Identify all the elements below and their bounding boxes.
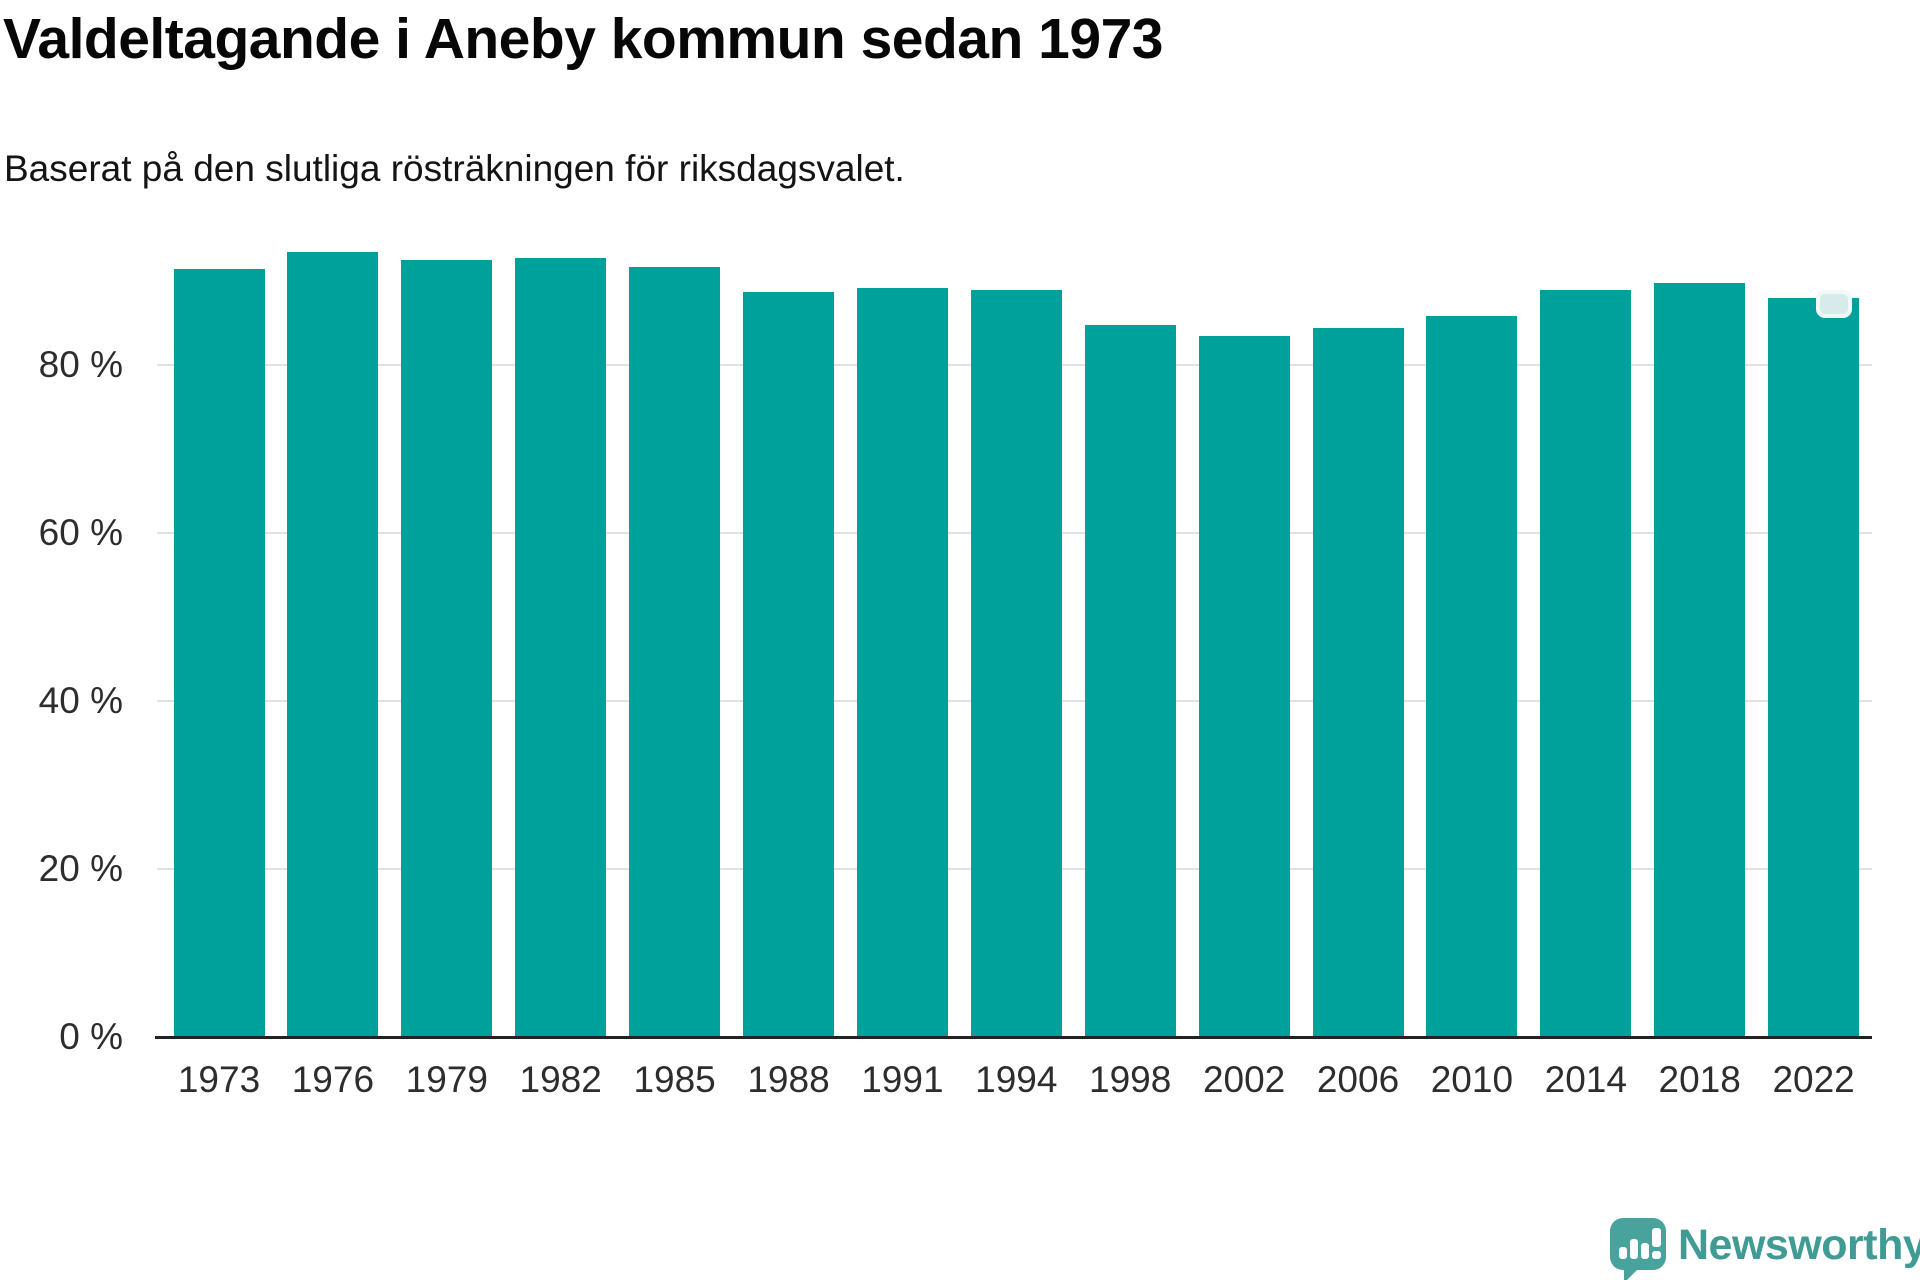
logo-bar-icon: [1619, 1247, 1627, 1259]
logo-exclamation-dot-icon: [1652, 1251, 1661, 1259]
y-tick-label-40: 40 %: [38, 680, 123, 721]
x-tick-label-1994: 1994: [975, 1059, 1058, 1100]
x-axis-line: [155, 1036, 1872, 1039]
y-tick-label-60: 60 %: [38, 512, 123, 553]
bar-1991: [856, 287, 948, 1037]
logo-exclamation-icon: [1652, 1228, 1661, 1247]
y-tick-label-20: 20 %: [38, 848, 123, 889]
bar-1998: [1084, 324, 1176, 1037]
x-tick-label-1973: 1973: [177, 1059, 261, 1100]
bar-chart-plot-area: [157, 197, 1872, 1037]
bar-2006: [1312, 328, 1404, 1037]
x-tick-label-1976: 1976: [291, 1059, 375, 1100]
newsworthy-logo-icon: [1610, 1218, 1666, 1280]
x-tick-label-2006: 2006: [1316, 1059, 1400, 1100]
logo-bar-icon: [1630, 1239, 1638, 1259]
bar-1976: [287, 251, 379, 1037]
highlight-notch: [1816, 289, 1853, 318]
y-tick-label-80: 80 %: [38, 344, 123, 385]
x-tick-label-2022: 2022: [1772, 1059, 1855, 1100]
y-tick-label-0: 0 %: [59, 1016, 123, 1057]
x-tick-label-1998: 1998: [1089, 1059, 1172, 1100]
bar-1994: [970, 290, 1062, 1037]
bar-1988: [743, 291, 834, 1037]
x-tick-label-1991: 1991: [861, 1059, 944, 1100]
x-tick-label-2002: 2002: [1202, 1059, 1286, 1100]
bar-1982: [515, 258, 607, 1037]
speech-bubble-tail: [1624, 1268, 1639, 1280]
bar-2018: [1654, 282, 1746, 1037]
brand-wordmark: Newsworthy: [1678, 1221, 1920, 1269]
bar-1979: [401, 260, 493, 1037]
chart-title: Valdeltagande i Aneby kommun sedan 1973: [3, 7, 1163, 71]
x-tick-label-2018: 2018: [1658, 1059, 1741, 1100]
bar-2014: [1540, 290, 1632, 1037]
bar-2022: [1768, 289, 1860, 1037]
logo-bar-icon: [1641, 1243, 1649, 1259]
x-tick-label-1985: 1985: [633, 1059, 716, 1100]
x-tick-label-2010: 2010: [1430, 1059, 1514, 1100]
bar-2010: [1426, 316, 1518, 1037]
bar-1973: [173, 269, 265, 1037]
x-tick-label-1982: 1982: [519, 1059, 602, 1100]
x-tick-label-1988: 1988: [747, 1059, 830, 1100]
x-tick-label-1979: 1979: [405, 1059, 488, 1100]
chart-subtitle: Baserat på den slutliga rösträkningen fö…: [4, 148, 905, 189]
x-tick-label-2014: 2014: [1544, 1059, 1627, 1100]
bar-1985: [629, 266, 721, 1037]
bar-2002: [1198, 335, 1290, 1037]
